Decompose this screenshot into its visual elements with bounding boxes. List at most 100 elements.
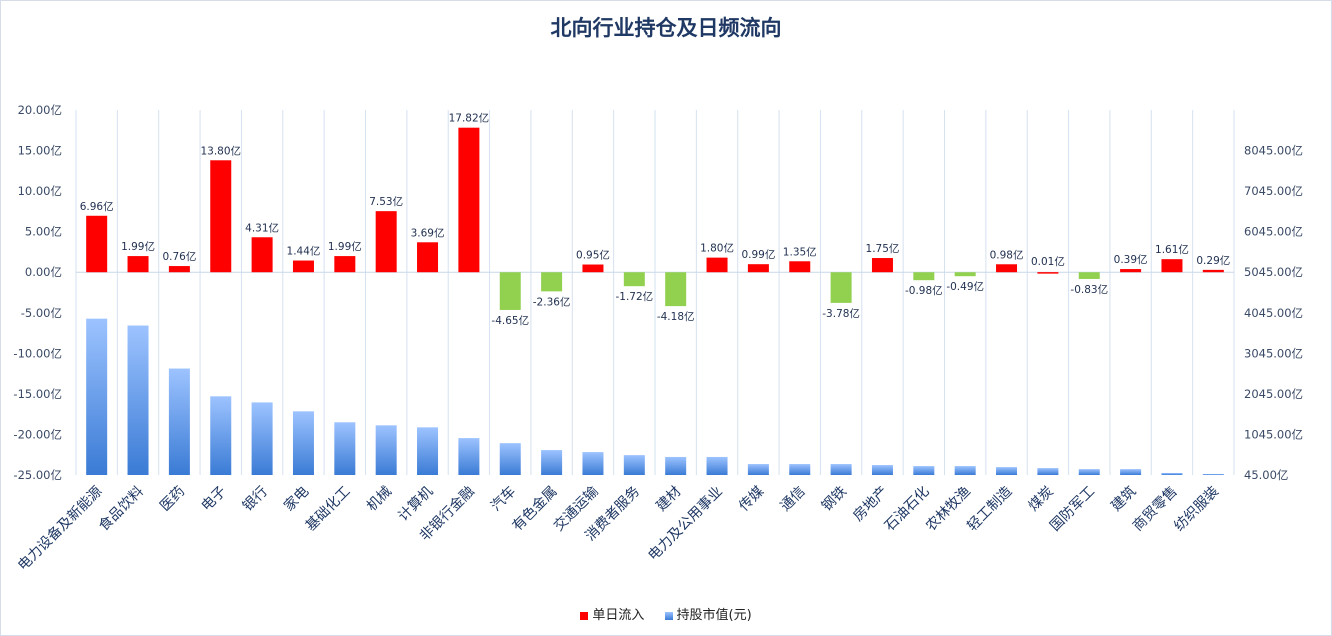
category-label: 建材 [653,484,684,515]
inflow-bar [458,127,480,273]
holdings-bar [1037,468,1059,475]
category-label: 国防军工 [1047,484,1098,535]
inflow-bar [1037,272,1059,274]
left-axis-tick: 15.00亿 [18,144,62,158]
right-axis-tick: 6045.00亿 [1244,225,1303,239]
holdings-bar [458,438,480,475]
left-axis-tick: 0.00亿 [25,265,62,279]
holdings-bar [996,467,1018,475]
category-label: 有色金属 [509,483,561,535]
inflow-bar [1202,269,1224,273]
category-label: 煤炭 [1026,484,1057,515]
category-label: 钢铁 [819,484,850,515]
inflow-bar [913,272,935,281]
holdings-bar [1078,469,1100,475]
inflow-data-label: 1.35亿 [783,245,817,258]
category-label: 传媒 [736,484,767,515]
holdings-bar [830,464,852,475]
right-axis-tick: 7045.00亿 [1244,184,1303,198]
left-axis-tick: -5.00亿 [21,306,62,320]
left-axis-tick: -20.00亿 [13,427,62,441]
inflow-data-label: 13.80亿 [200,144,241,157]
right-axis-tick: 8045.00亿 [1244,144,1303,158]
inflow-data-label: 0.29亿 [1196,254,1230,267]
inflow-data-label: 17.82亿 [449,112,490,125]
inflow-data-label: -4.65亿 [491,314,529,327]
legend-item-inflow: 单日流入 [580,608,644,623]
category-label: 轻工制造 [964,484,1015,535]
inflow-data-label: 1.99亿 [121,240,155,253]
left-axis-tick: -25.00亿 [13,468,62,482]
holdings-bar [1120,469,1142,475]
inflow-data-label: 0.76亿 [162,250,196,263]
inflow-bar [334,256,356,273]
category-label: 家电 [280,483,312,515]
inflow-bar [292,260,314,273]
inflow-bar [375,211,397,273]
category-label: 基础化工 [302,483,354,535]
holdings-bar [582,452,604,475]
category-label: 电力设备及新能源 [14,483,105,574]
holdings-bar [913,466,935,475]
category-label: 商贸零售 [1130,484,1181,535]
holdings-bar [1161,472,1183,475]
holdings-bar [665,456,687,475]
category-label: 通信 [777,484,808,515]
inflow-bar [127,256,149,273]
legend-swatch-inflow [580,611,589,620]
category-label: 纺织服装 [1171,484,1222,535]
left-axis-tick: 20.00亿 [18,103,62,117]
category-label: 机械 [364,484,395,515]
inflow-bar [86,215,108,273]
inflow-data-label: 0.39亿 [1114,253,1148,266]
inflow-data-label: -0.83亿 [1070,283,1108,296]
left-axis-tick: -10.00亿 [13,346,62,360]
inflow-bar [789,261,811,273]
inflow-data-label: 1.44亿 [287,245,321,258]
inflow-bar [747,264,769,273]
inflow-bar [996,264,1018,273]
category-label: 石油石化 [882,484,933,535]
inflow-data-label: 3.69亿 [411,226,445,239]
holdings-bar [417,427,439,475]
category-label: 银行 [240,484,271,515]
inflow-bar [541,272,563,292]
holdings-bar [747,464,769,475]
legend-item-holdings: 持股市值(元) [664,608,752,623]
inflow-data-label: 6.96亿 [80,200,114,213]
right-axis-tick: 5045.00亿 [1244,265,1303,279]
category-label: 食品饮料 [95,483,147,535]
inflow-bar [1161,259,1183,273]
holdings-bar [86,318,108,475]
inflow-bar [665,272,687,307]
holdings-bar [706,456,728,475]
category-label: 建筑 [1108,484,1139,515]
category-label: 电子 [198,484,229,515]
inflow-data-label: -2.36亿 [533,295,571,308]
inflow-bar [1120,269,1142,273]
right-axis-tick: 45.00亿 [1244,468,1288,482]
inflow-data-label: -0.49亿 [946,280,984,293]
inflow-data-label: -0.98亿 [905,284,943,297]
inflow-bar [582,264,604,273]
legend: 单日流入 持股市值(元) [0,604,1332,623]
inflow-data-label: 1.99亿 [328,240,362,253]
holdings-bar [954,466,976,475]
inflow-data-label: 0.95亿 [576,249,610,262]
inflow-data-label: 1.61亿 [1155,243,1189,256]
holdings-bar [127,325,149,475]
inflow-data-label: 0.99亿 [741,248,775,261]
holdings-bar [251,402,273,475]
inflow-data-label: 0.98亿 [990,248,1024,261]
inflow-data-label: -3.78亿 [822,307,860,320]
chart-title: 北向行业持仓及日频流向 [550,15,782,40]
holdings-bar [210,396,232,475]
inflow-data-label: 0.01亿 [1031,255,1065,268]
legend-label-inflow: 单日流入 [592,608,645,623]
left-axis-tick: -15.00亿 [13,387,62,401]
inflow-bar [417,242,439,273]
inflow-bar [210,160,232,273]
inflow-data-label: -4.18亿 [657,310,695,323]
holdings-bar [789,464,811,475]
